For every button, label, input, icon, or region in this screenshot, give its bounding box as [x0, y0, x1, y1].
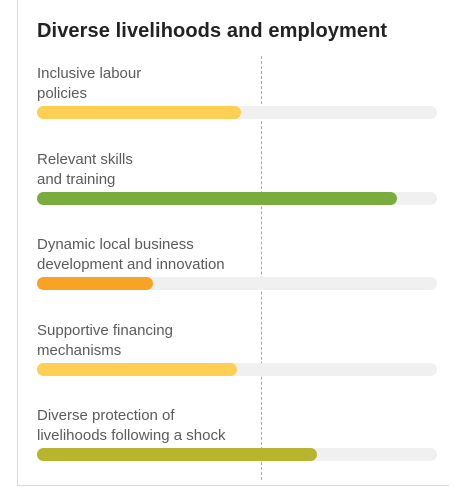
bar-label: Supportive financing mechanisms	[37, 320, 177, 361]
reference-line	[261, 56, 262, 480]
bar-track	[37, 191, 437, 205]
bar-track	[37, 362, 437, 376]
bar-label: Relevant skills and training	[37, 149, 137, 190]
bar	[37, 277, 153, 290]
bar	[37, 448, 317, 461]
chart-title: Diverse livelihoods and employment	[37, 20, 388, 42]
bar-item: Inclusive labour policies	[37, 64, 437, 134]
bar	[37, 362, 237, 376]
bar-item: Supportive financing mechanisms	[37, 320, 437, 391]
chart-card: Diverse livelihoods and employment Inclu…	[17, 0, 449, 486]
bar-label: Dynamic local business development and i…	[37, 235, 229, 275]
bar-item: Dynamic local business development and i…	[37, 235, 437, 305]
bar-item: Diverse protection of livelihoods follow…	[37, 406, 437, 476]
bar-label: Diverse protection of livelihoods follow…	[37, 406, 230, 446]
bar-track	[37, 277, 437, 290]
bar	[37, 106, 241, 119]
bar	[37, 191, 397, 205]
bar-label: Inclusive labour policies	[37, 64, 146, 104]
bar-item: Relevant skills and training	[37, 149, 437, 220]
bar-track	[37, 106, 437, 119]
bar-track	[37, 448, 437, 461]
